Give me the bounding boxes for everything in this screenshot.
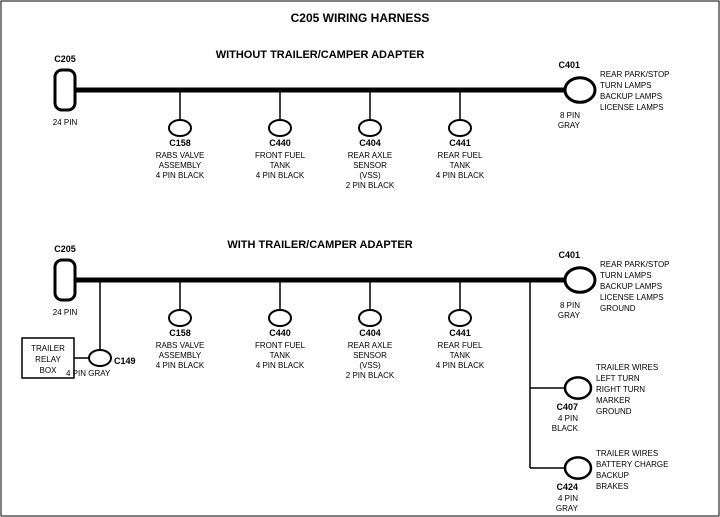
svg-text:RABS VALVE: RABS VALVE bbox=[156, 341, 205, 350]
connector-circle bbox=[565, 268, 595, 293]
svg-text:4 PIN BLACK: 4 PIN BLACK bbox=[256, 171, 305, 180]
svg-text:8 PIN: 8 PIN bbox=[560, 111, 580, 120]
svg-text:BLACK: BLACK bbox=[552, 424, 579, 433]
svg-text:24 PIN: 24 PIN bbox=[53, 308, 78, 317]
connector-circle bbox=[565, 457, 591, 478]
svg-text:2 PIN BLACK: 2 PIN BLACK bbox=[346, 371, 395, 380]
svg-text:GRAY: GRAY bbox=[558, 311, 581, 320]
connector-circle bbox=[565, 377, 591, 398]
drop-connector bbox=[449, 120, 471, 136]
svg-text:C158: C158 bbox=[169, 328, 191, 338]
wiring-diagram: C205 WIRING HARNESS WITHOUT TRAILER/CAMPE… bbox=[0, 0, 720, 517]
svg-text:8 PIN: 8 PIN bbox=[560, 301, 580, 310]
svg-text:REAR AXLE: REAR AXLE bbox=[348, 341, 392, 350]
drop-connector bbox=[169, 120, 191, 136]
svg-text:BACKUP: BACKUP bbox=[596, 471, 629, 480]
svg-text:ASSEMBLY: ASSEMBLY bbox=[159, 161, 202, 170]
drop-C441: C441 bbox=[449, 138, 471, 148]
svg-text:GROUND: GROUND bbox=[596, 407, 632, 416]
svg-text:(VSS): (VSS) bbox=[359, 361, 381, 370]
svg-text:BACKUP LAMPS: BACKUP LAMPS bbox=[600, 282, 662, 291]
svg-text:TANK: TANK bbox=[270, 351, 291, 360]
drop-connector bbox=[169, 310, 191, 326]
c407-label: C407 bbox=[556, 402, 578, 412]
svg-text:C404: C404 bbox=[359, 328, 381, 338]
drop-C158: C158 bbox=[169, 138, 191, 148]
svg-text:FRONT FUEL: FRONT FUEL bbox=[255, 341, 306, 350]
svg-text:REAR PARK/STOP: REAR PARK/STOP bbox=[600, 260, 670, 269]
svg-text:TRAILER WIRES: TRAILER WIRES bbox=[596, 363, 658, 372]
svg-text:SENSOR: SENSOR bbox=[353, 351, 387, 360]
c205-label: C205 bbox=[54, 54, 76, 64]
svg-text:TRAILER WIRES: TRAILER WIRES bbox=[596, 449, 658, 458]
svg-text:REAR AXLE: REAR AXLE bbox=[348, 151, 392, 160]
svg-text:C441: C441 bbox=[449, 328, 471, 338]
drop-connector bbox=[269, 310, 291, 326]
connector-plug bbox=[55, 70, 75, 110]
svg-text:TANK: TANK bbox=[450, 351, 471, 360]
svg-text:C205: C205 bbox=[54, 244, 76, 254]
drop-C404: C404 bbox=[359, 138, 381, 148]
drop-connector bbox=[359, 120, 381, 136]
c205-pins: 24 PIN bbox=[53, 118, 78, 127]
drop-connector bbox=[89, 350, 111, 366]
svg-text:REAR FUEL: REAR FUEL bbox=[438, 151, 483, 160]
svg-text:TURN LAMPS: TURN LAMPS bbox=[600, 271, 652, 280]
drop-C440: C440 bbox=[269, 138, 291, 148]
svg-text:4 PIN BLACK: 4 PIN BLACK bbox=[256, 361, 305, 370]
svg-text:GRAY: GRAY bbox=[556, 504, 579, 513]
svg-text:2 PIN BLACK: 2 PIN BLACK bbox=[346, 181, 395, 190]
svg-text:GRAY: GRAY bbox=[558, 121, 581, 130]
svg-text:4 PIN: 4 PIN bbox=[558, 414, 578, 423]
svg-text:TURN LAMPS: TURN LAMPS bbox=[600, 81, 652, 90]
svg-text:4 PIN GRAY: 4 PIN GRAY bbox=[66, 369, 111, 378]
svg-text:4 PIN: 4 PIN bbox=[558, 494, 578, 503]
svg-text:TRAILER: TRAILER bbox=[31, 344, 65, 353]
svg-text:GROUND: GROUND bbox=[600, 304, 636, 313]
svg-text:MARKER: MARKER bbox=[596, 396, 630, 405]
connector-plug bbox=[55, 260, 75, 300]
svg-text:4 PIN BLACK: 4 PIN BLACK bbox=[436, 171, 485, 180]
svg-text:SENSOR: SENSOR bbox=[353, 161, 387, 170]
section1-subtitle: WITHOUT TRAILER/CAMPER ADAPTER bbox=[216, 49, 425, 61]
svg-text:LICENSE LAMPS: LICENSE LAMPS bbox=[600, 103, 664, 112]
svg-text:FRONT FUEL: FRONT FUEL bbox=[255, 151, 306, 160]
svg-text:TANK: TANK bbox=[450, 161, 471, 170]
drop-connector bbox=[449, 310, 471, 326]
svg-text:ASSEMBLY: ASSEMBLY bbox=[159, 351, 202, 360]
svg-text:4 PIN BLACK: 4 PIN BLACK bbox=[156, 361, 205, 370]
svg-text:TANK: TANK bbox=[270, 161, 291, 170]
section-without-adapter: WITHOUT TRAILER/CAMPER ADAPTER C205 24 PIN… bbox=[53, 49, 670, 190]
svg-text:BRAKES: BRAKES bbox=[596, 482, 628, 491]
svg-text:RELAY: RELAY bbox=[35, 355, 61, 364]
drop-connector bbox=[359, 310, 381, 326]
svg-text:BOX: BOX bbox=[40, 366, 58, 375]
svg-text:LICENSE LAMPS: LICENSE LAMPS bbox=[600, 293, 664, 302]
svg-text:C440: C440 bbox=[269, 328, 291, 338]
drop-connector bbox=[269, 120, 291, 136]
svg-text:REAR PARK/STOP: REAR PARK/STOP bbox=[600, 70, 670, 79]
svg-text:REAR FUEL: REAR FUEL bbox=[438, 341, 483, 350]
svg-text:4 PIN BLACK: 4 PIN BLACK bbox=[436, 361, 485, 370]
c424-label: C424 bbox=[556, 482, 578, 492]
c149-label: C149 bbox=[114, 356, 136, 366]
svg-text:4 PIN BLACK: 4 PIN BLACK bbox=[156, 171, 205, 180]
svg-text:(VSS): (VSS) bbox=[359, 171, 381, 180]
svg-text:C401: C401 bbox=[558, 250, 580, 260]
svg-text:RIGHT TURN: RIGHT TURN bbox=[596, 385, 645, 394]
section2-subtitle: WITH TRAILER/CAMPER ADAPTER bbox=[227, 239, 412, 251]
c401-label: C401 bbox=[558, 60, 580, 70]
section-with-adapter: WITH TRAILER/CAMPER ADAPTER C205 24 PIN C14… bbox=[22, 239, 670, 513]
svg-text:BATTERY CHARGE: BATTERY CHARGE bbox=[596, 460, 668, 469]
page-title: C205 WIRING HARNESS bbox=[291, 11, 430, 25]
connector-circle bbox=[565, 78, 595, 103]
svg-text:RABS VALVE: RABS VALVE bbox=[156, 151, 205, 160]
svg-text:LEFT TURN: LEFT TURN bbox=[596, 374, 640, 383]
svg-text:BACKUP LAMPS: BACKUP LAMPS bbox=[600, 92, 662, 101]
